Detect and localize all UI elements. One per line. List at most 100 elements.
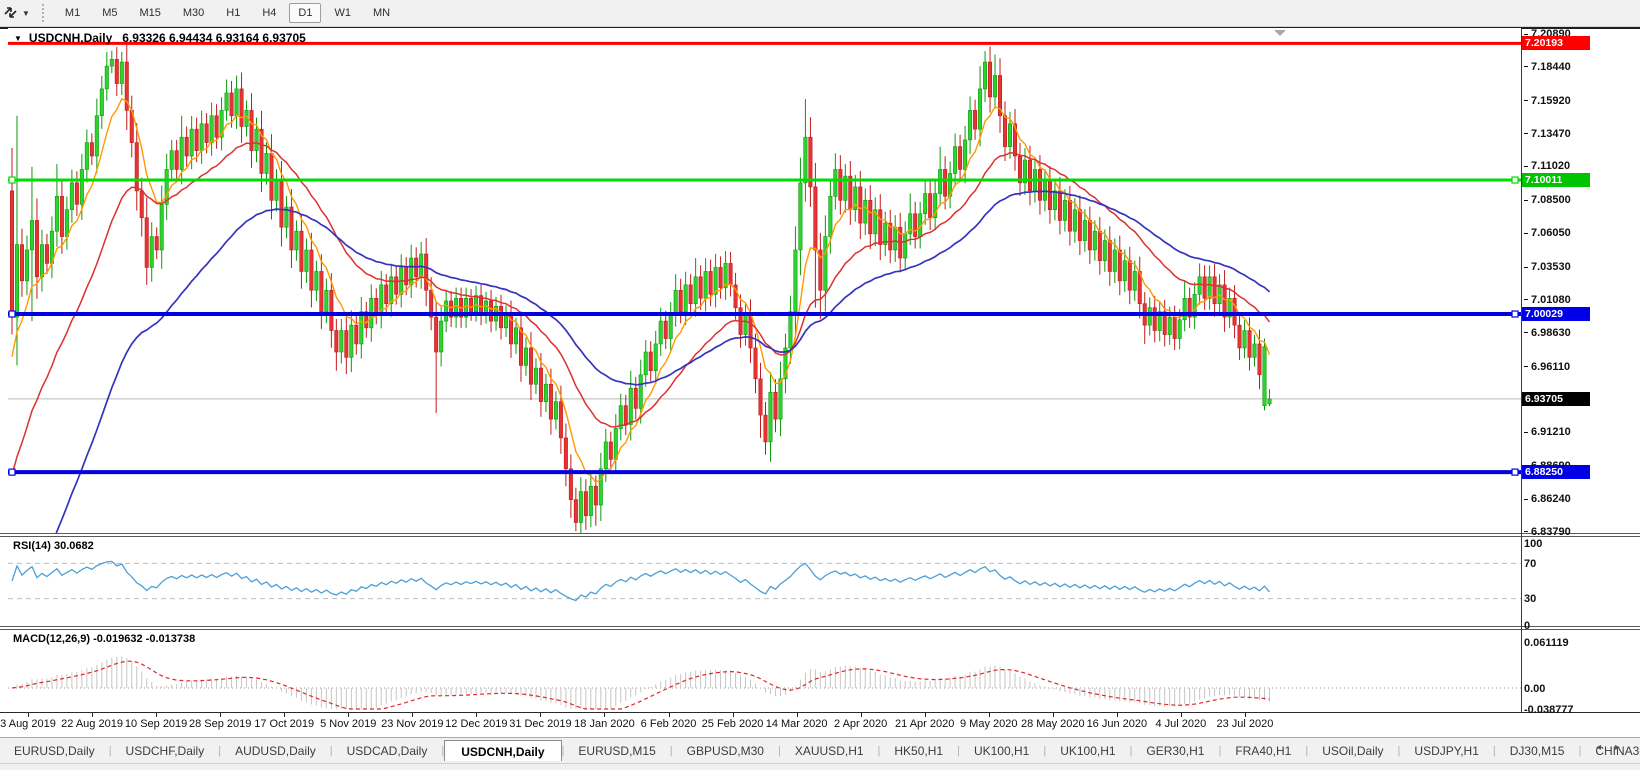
rsi-pane[interactable] bbox=[8, 537, 1521, 625]
candle-body bbox=[389, 276, 394, 304]
candle-body bbox=[1057, 190, 1062, 221]
candle-body bbox=[344, 330, 349, 358]
collapse-triangle-icon[interactable]: ▼ bbox=[14, 33, 22, 43]
candle-body bbox=[1047, 179, 1052, 211]
ma-line-ema-fast bbox=[11, 97, 1271, 484]
chart-tab-USDCHF-Daily[interactable]: USDCHF,Daily bbox=[125, 743, 205, 758]
candle-body bbox=[1082, 220, 1087, 241]
candle-body bbox=[1012, 123, 1017, 157]
date-label[interactable]: 21 Apr 2020 bbox=[895, 718, 955, 730]
macd-tick: -0.038777 bbox=[1524, 703, 1574, 716]
chart-tab-FRA40-H1[interactable]: FRA40,H1 bbox=[1235, 743, 1292, 758]
date-label[interactable]: 4 Jul 2020 bbox=[1155, 718, 1207, 730]
chart-tool-icon[interactable] bbox=[2, 4, 20, 22]
chart-tab-USDJPY-H1[interactable]: USDJPY,H1 bbox=[1414, 743, 1479, 758]
chart-tab-GBPUSD-M30[interactable]: GBPUSD,M30 bbox=[686, 743, 764, 758]
chart-tab-DJ30-M15[interactable]: DJ30,M15 bbox=[1509, 743, 1565, 758]
date-label[interactable]: 23 Jul 2020 bbox=[1216, 718, 1274, 730]
date-label[interactable]: 25 Feb 2020 bbox=[701, 718, 764, 730]
timeframe-button-M1[interactable]: M1 bbox=[64, 7, 81, 19]
pane-separator[interactable] bbox=[0, 533, 1640, 534]
date-label[interactable]: 2 Apr 2020 bbox=[834, 718, 888, 730]
candle-body bbox=[883, 222, 888, 245]
date-tick bbox=[220, 713, 222, 717]
support-line-7-handle[interactable] bbox=[8, 310, 16, 318]
chart-tab-UK100-H1[interactable]: UK100,H1 bbox=[1060, 743, 1116, 758]
date-label[interactable]: 3 Aug 2019 bbox=[0, 718, 56, 730]
date-axis-border bbox=[0, 712, 1640, 713]
pane-separator[interactable] bbox=[0, 626, 1640, 627]
candle-body bbox=[1087, 220, 1092, 251]
candle-body bbox=[294, 230, 299, 251]
candle-body bbox=[109, 59, 114, 67]
candle-body bbox=[1107, 240, 1112, 272]
chart-tab-HK50-H1[interactable]: HK50,H1 bbox=[894, 743, 944, 758]
main-chart-pane[interactable] bbox=[8, 28, 1521, 533]
chart-tab-GER30-H1[interactable]: GER30,H1 bbox=[1146, 743, 1205, 758]
chart-tab-EURUSD-Daily[interactable]: EURUSD,Daily bbox=[14, 743, 95, 758]
timeframe-button-M5[interactable]: M5 bbox=[102, 7, 118, 19]
date-label[interactable]: 28 Sep 2019 bbox=[188, 718, 252, 730]
date-label[interactable]: 14 Mar 2020 bbox=[765, 718, 828, 730]
chart-tab-USOil-Daily[interactable]: USOil,Daily bbox=[1322, 743, 1384, 758]
timeframe-button-H1[interactable]: H1 bbox=[226, 7, 241, 19]
candle-body bbox=[1003, 115, 1008, 147]
candle-body bbox=[249, 110, 254, 151]
date-label[interactable]: 23 Nov 2019 bbox=[381, 718, 444, 730]
candle-body bbox=[464, 297, 469, 318]
chart-tab-USDCAD-Daily[interactable]: USDCAD,Daily bbox=[346, 743, 428, 758]
tab-separator: | bbox=[957, 744, 960, 757]
timeframe-button-M15[interactable]: M15 bbox=[139, 7, 161, 19]
candle-body bbox=[733, 284, 738, 308]
tab-scroll-left-icon[interactable]: ◂ bbox=[1595, 742, 1615, 753]
candle-body bbox=[164, 169, 169, 205]
chart-tab-XAUUSD-H1[interactable]: XAUUSD,H1 bbox=[794, 743, 864, 758]
support-line-688-handle[interactable] bbox=[8, 468, 16, 476]
chart-tab-EURUSD-M15[interactable]: EURUSD,M15 bbox=[578, 743, 656, 758]
candle-body bbox=[958, 146, 963, 170]
candle-body bbox=[598, 468, 603, 506]
candle-body bbox=[1117, 249, 1122, 282]
candle-body bbox=[1007, 123, 1012, 147]
macd-pane[interactable] bbox=[8, 630, 1521, 711]
date-label[interactable]: 22 Aug 2019 bbox=[61, 718, 123, 730]
timeframe-button-D1[interactable]: D1 bbox=[289, 3, 322, 23]
date-label[interactable]: 6 Feb 2020 bbox=[640, 718, 697, 730]
candle-body bbox=[1247, 330, 1252, 358]
candle-body bbox=[683, 284, 688, 313]
candle-body bbox=[728, 263, 733, 286]
date-label[interactable]: 18 Jan 2020 bbox=[574, 718, 635, 730]
candle-body bbox=[753, 347, 758, 380]
candle-body bbox=[1127, 260, 1132, 291]
chart-tab-USDCNH-Daily[interactable]: USDCNH,Daily bbox=[444, 740, 562, 761]
chart-shift-marker-icon[interactable] bbox=[1274, 30, 1286, 36]
date-label[interactable]: 17 Oct 2019 bbox=[254, 718, 315, 730]
candle-body bbox=[64, 209, 69, 237]
date-label[interactable]: 5 Nov 2019 bbox=[320, 718, 377, 730]
timeframe-button-MN[interactable]: MN bbox=[372, 7, 391, 19]
date-label[interactable]: 31 Dec 2019 bbox=[509, 718, 572, 730]
timeframe-button-W1[interactable]: W1 bbox=[334, 7, 351, 19]
date-label[interactable]: 12 Dec 2019 bbox=[445, 718, 508, 730]
candle-body bbox=[299, 230, 304, 272]
support-line-688-handle[interactable] bbox=[1511, 468, 1519, 476]
pivot-line-green-handle[interactable] bbox=[1511, 176, 1519, 184]
timeframe-button-H4[interactable]: H4 bbox=[262, 7, 277, 19]
tab-separator: | bbox=[777, 744, 781, 757]
price-tick: 7.03530 bbox=[1524, 261, 1571, 274]
date-label[interactable]: 28 May 2020 bbox=[1020, 718, 1085, 730]
candle-body bbox=[863, 200, 868, 224]
tab-scroll-right-icon[interactable]: ▸ bbox=[1614, 742, 1634, 753]
candle-body bbox=[823, 236, 828, 291]
date-label[interactable]: 10 Sep 2019 bbox=[124, 718, 188, 730]
pivot-line-green-handle[interactable] bbox=[8, 176, 16, 184]
chart-tab-UK100-H1[interactable]: UK100,H1 bbox=[973, 743, 1030, 758]
timeframe-button-M30[interactable]: M30 bbox=[182, 7, 205, 19]
chevron-down-icon[interactable]: ▼ bbox=[22, 8, 30, 18]
chart-tab-CHINA300-H4[interactable]: CHINA300,H4 bbox=[1595, 743, 1640, 758]
chart-tab-AUDUSD-Daily[interactable]: AUDUSD,Daily bbox=[235, 743, 316, 758]
date-label[interactable]: 9 May 2020 bbox=[960, 718, 1018, 730]
date-tick bbox=[412, 713, 414, 717]
support-line-7-handle[interactable] bbox=[1511, 310, 1519, 318]
date-label[interactable]: 16 Jun 2020 bbox=[1086, 718, 1148, 730]
